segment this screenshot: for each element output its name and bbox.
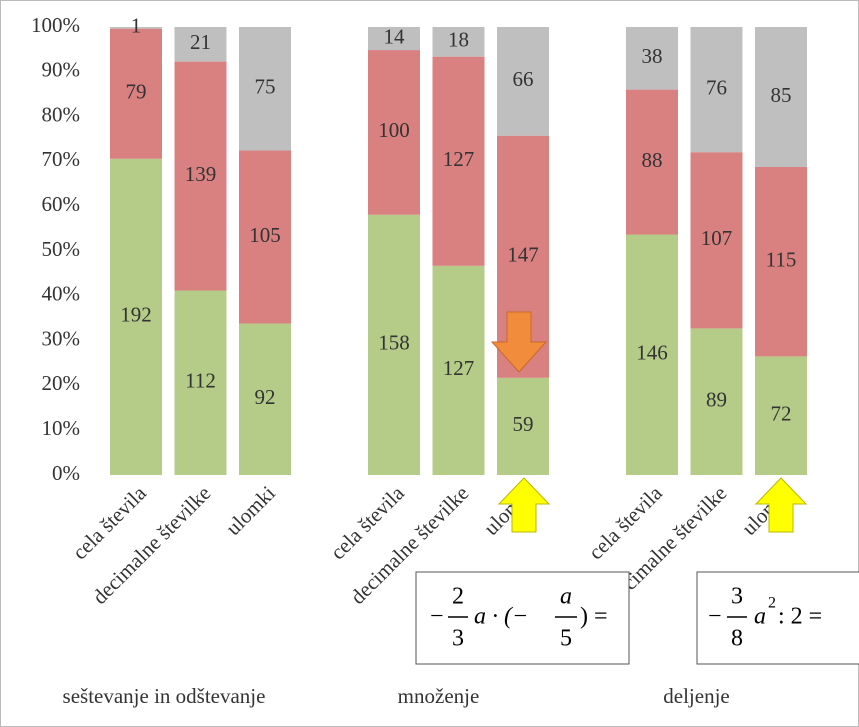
bar-segment xyxy=(368,50,420,215)
data-label: 76 xyxy=(706,75,727,99)
data-label: 115 xyxy=(766,248,797,272)
y-tick-label: 20% xyxy=(42,371,81,395)
up-arrow xyxy=(754,477,808,533)
bar-segment xyxy=(110,158,162,475)
data-label: 92 xyxy=(255,385,276,409)
y-tick-label: 30% xyxy=(42,326,81,350)
data-label: 79 xyxy=(126,80,147,104)
formula-text: − xyxy=(708,604,722,630)
bar-segment xyxy=(239,27,291,151)
bar-segment xyxy=(626,89,678,235)
formula-text: ) = xyxy=(580,604,608,630)
bar-segment xyxy=(174,290,227,475)
data-label: 72 xyxy=(771,402,792,426)
data-label: 18 xyxy=(448,28,469,52)
data-label: 89 xyxy=(706,388,727,412)
bar-segment xyxy=(755,356,807,475)
data-label: 38 xyxy=(642,44,663,68)
y-tick-label: 40% xyxy=(42,282,81,306)
bar-segment xyxy=(755,167,807,357)
bar-segment xyxy=(368,214,420,475)
data-label: 85 xyxy=(771,83,792,107)
formula: − 2 3 a · (− a 5 ) = xyxy=(415,571,630,665)
formula-text: 5 xyxy=(560,626,572,652)
formula-text: a xyxy=(754,604,766,630)
y-tick-label: 60% xyxy=(42,192,81,216)
bar-segment xyxy=(690,152,743,329)
data-label: 192 xyxy=(120,303,152,327)
bar-segment xyxy=(626,234,678,475)
bar-segment xyxy=(368,27,420,51)
data-label: 139 xyxy=(185,162,217,186)
y-tick-label: 10% xyxy=(42,416,81,440)
y-tick-label: 80% xyxy=(42,102,81,126)
data-label: 100 xyxy=(378,118,410,142)
formula-text: 3 xyxy=(452,626,464,652)
formula-text: − xyxy=(430,604,444,630)
up-arrow xyxy=(497,477,551,533)
formula-box xyxy=(415,571,630,665)
formula-text: : 2 = xyxy=(778,604,822,630)
data-label: 147 xyxy=(507,243,539,267)
bar-segment xyxy=(497,377,549,475)
formula-text: 2 xyxy=(452,584,464,610)
formula-text: 8 xyxy=(731,626,743,652)
down-arrow xyxy=(490,311,548,373)
data-label: 112 xyxy=(185,369,216,393)
group-label: množenje xyxy=(398,684,480,708)
bar-segment xyxy=(432,56,485,266)
formula-text: a xyxy=(560,584,572,610)
data-label: 14 xyxy=(384,24,406,48)
data-label: 66 xyxy=(513,67,534,91)
plot: 0%10%20%30%40%50%60%70%80%90%100%192791c… xyxy=(31,13,807,708)
y-tick-label: 90% xyxy=(42,58,81,82)
data-label: 88 xyxy=(642,148,663,172)
formula-box xyxy=(696,571,859,665)
y-tick-label: 0% xyxy=(52,461,80,485)
data-label: 105 xyxy=(249,223,281,247)
data-label: 127 xyxy=(443,147,475,171)
data-label: 127 xyxy=(443,356,475,380)
y-tick-label: 70% xyxy=(42,147,81,171)
group-label: seštevanje in odštevanje xyxy=(63,684,266,708)
bar-segment xyxy=(239,323,291,475)
bar-segment xyxy=(690,328,743,475)
bar-segment xyxy=(432,27,485,57)
bar-segment xyxy=(690,27,743,153)
group-label: deljenje xyxy=(663,684,729,708)
formula-text: a · (− xyxy=(474,604,528,630)
formula: − 3 8 a 2 : 2 = xyxy=(696,571,859,665)
data-label: 107 xyxy=(701,226,733,250)
bar-segment xyxy=(174,27,227,62)
data-label: 1 xyxy=(131,14,142,38)
formula-text: 2 xyxy=(768,595,776,612)
data-label: 59 xyxy=(513,412,534,436)
data-label: 75 xyxy=(255,75,276,99)
data-label: 158 xyxy=(378,331,410,355)
bar-segment xyxy=(110,27,162,29)
bar-segment xyxy=(755,27,807,167)
bar-segment xyxy=(626,27,678,90)
y-tick-label: 100% xyxy=(31,13,80,37)
data-label: 21 xyxy=(190,30,211,54)
bar-segment xyxy=(110,28,162,159)
bar-segment xyxy=(239,150,291,324)
data-label: 146 xyxy=(636,341,668,365)
bar-segment xyxy=(174,61,227,291)
y-tick-label: 50% xyxy=(42,237,81,261)
formula-text: 3 xyxy=(731,584,743,610)
bar-segment xyxy=(432,265,485,475)
bar-segment xyxy=(497,27,549,136)
